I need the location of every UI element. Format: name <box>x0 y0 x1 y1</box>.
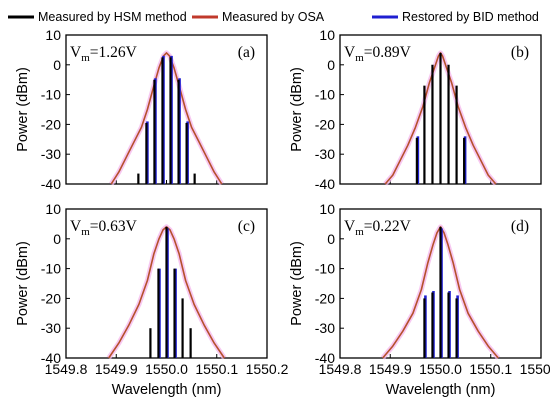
y-tick-label: -20 <box>315 290 335 306</box>
legend-entry-3: Restored by BID method <box>372 10 539 24</box>
y-tick-label: 0 <box>53 57 61 73</box>
y-tick-label: -40 <box>41 176 61 192</box>
y-axis-label: Power (dBm) <box>15 67 31 152</box>
x-tick-label: 1550.0 <box>145 361 188 377</box>
panels: 10 0 -10 -20 -30 -40 Power (dBm) Vm=1.26V (a) 10 0… <box>15 27 550 398</box>
y-tick-label: -30 <box>41 320 61 336</box>
y-tick-label: -30 <box>315 146 335 162</box>
x-tick-label: 1549.8 <box>45 361 88 377</box>
y-tick-label: -40 <box>41 350 61 366</box>
x-tick-label: 1550.1 <box>469 361 512 377</box>
x-tick-label: 1550.0 <box>419 361 462 377</box>
y-tick-label: -40 <box>315 176 335 192</box>
y-tick-label: -30 <box>41 146 61 162</box>
legend-label: Restored by BID method <box>402 10 539 24</box>
panel-label: (c) <box>238 218 255 235</box>
legend-entry-2: Measured by OSA <box>192 10 325 24</box>
y-tick-label: -10 <box>41 261 61 277</box>
legend-label: Measured by OSA <box>222 10 325 24</box>
y-tick-label: -10 <box>315 87 335 103</box>
voltage-annotation: Vm=1.26V <box>70 44 138 64</box>
panel-a: 10 0 -10 -20 -30 -40 Power (dBm) Vm=1.26V (a) <box>15 27 268 192</box>
y-tick-label: -10 <box>315 261 335 277</box>
y-tick-label: 0 <box>327 57 335 73</box>
y-tick-label: 10 <box>45 201 61 217</box>
y-tick-label: 0 <box>53 231 61 247</box>
y-tick-label: -20 <box>315 116 335 132</box>
y-tick-label: -30 <box>315 320 335 336</box>
y-tick-label: 10 <box>319 27 335 43</box>
x-tick-label: 1549.8 <box>319 361 362 377</box>
y-tick-label: -20 <box>41 116 61 132</box>
panel-label: (b) <box>511 44 529 61</box>
y-tick-label: 10 <box>45 27 61 43</box>
x-tick-label: 1550.1 <box>195 361 238 377</box>
osa-curve <box>110 52 223 185</box>
x-axis-label: Wavelength (nm) <box>386 382 496 398</box>
x-tick-label: 1550.2 <box>246 361 289 377</box>
voltage-annotation: Vm=0.89V <box>344 44 412 64</box>
voltage-annotation: Vm=0.63V <box>70 218 138 238</box>
legend-label: Measured by HSM method <box>38 10 187 24</box>
x-tick-label: 1550.2 <box>520 361 550 377</box>
y-axis-label: Power (dBm) <box>15 241 31 326</box>
panel-b: 10 0 -10 -20 -30 -40 Power (dBm) Vm=0.89V (b) <box>289 27 542 192</box>
x-tick-label: 1549.9 <box>369 361 412 377</box>
panel-label: (a) <box>238 44 255 61</box>
y-tick-label: -20 <box>41 290 61 306</box>
voltage-annotation: Vm=0.22V <box>344 218 412 238</box>
x-axis-label: Wavelength (nm) <box>112 382 222 398</box>
legend: Measured by HSM method Measured by OSA Res… <box>8 10 539 24</box>
y-tick-label: -40 <box>315 350 335 366</box>
x-tick-label: 1549.9 <box>95 361 138 377</box>
y-axis-label: Power (dBm) <box>289 67 305 152</box>
y-tick-label: -10 <box>41 87 61 103</box>
y-tick-label: 0 <box>327 231 335 247</box>
panel-label: (d) <box>511 218 529 235</box>
legend-entry-1: Measured by HSM method <box>8 10 187 24</box>
y-axis-label: Power (dBm) <box>289 241 305 326</box>
y-tick-label: 10 <box>319 201 335 217</box>
osa-curve-halo <box>109 50 224 186</box>
